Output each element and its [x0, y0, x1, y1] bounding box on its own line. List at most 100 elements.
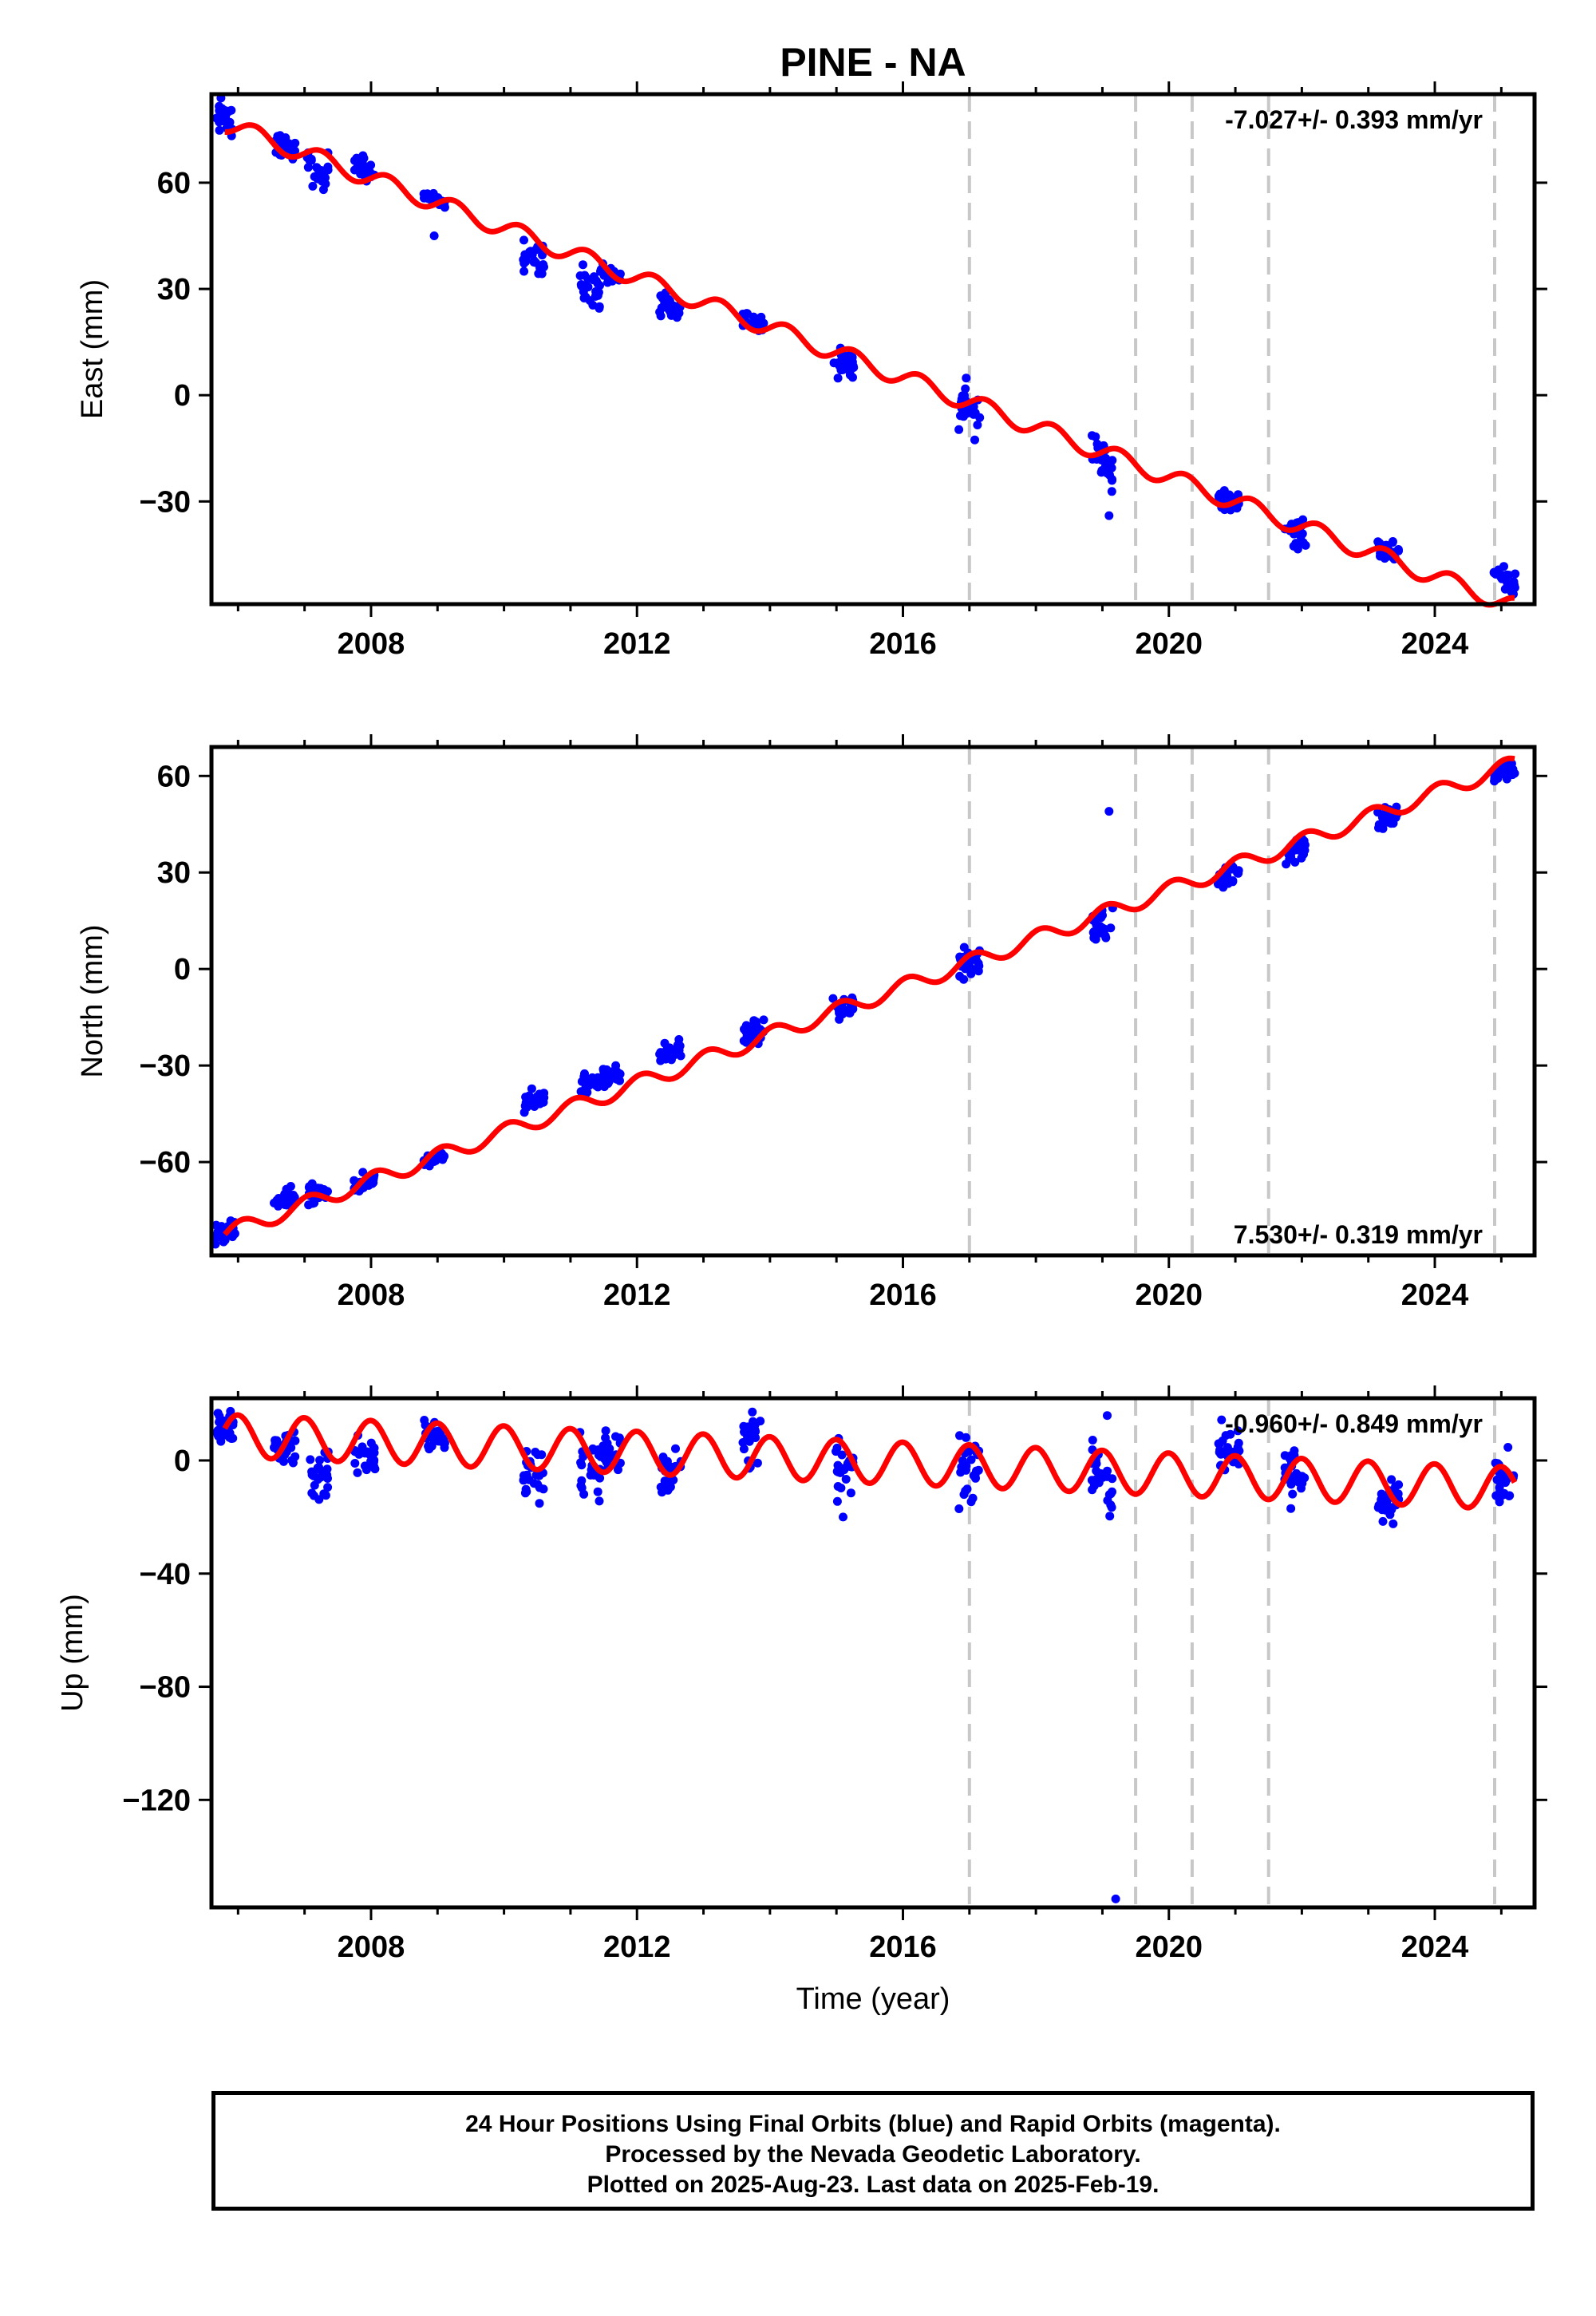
data-point — [537, 269, 547, 279]
data-point — [359, 153, 369, 163]
footer-line-3: Plotted on 2025-Aug-23. Last data on 202… — [587, 2172, 1159, 2198]
data-point — [847, 358, 857, 367]
y-tick-label: 60 — [157, 167, 191, 200]
data-point — [961, 384, 970, 393]
data-point — [662, 1456, 672, 1466]
panel-3: 2008 2012 2016 2020 2024 0 −40 −80 −120 Up (mm) -0… — [56, 1385, 1547, 1964]
data-point — [975, 413, 985, 422]
data-point — [215, 1411, 224, 1421]
data-point — [1378, 1516, 1388, 1526]
data-point — [1385, 1510, 1395, 1520]
data-point — [314, 1475, 323, 1484]
data-point — [1300, 1473, 1310, 1483]
data-point — [1088, 1436, 1097, 1445]
data-point — [308, 181, 318, 191]
data-point — [666, 1482, 675, 1492]
data-point — [1393, 545, 1403, 554]
data-point — [661, 1054, 670, 1064]
data-point — [1293, 544, 1302, 554]
data-point — [595, 1496, 604, 1506]
data-point — [837, 365, 847, 374]
data-point — [303, 163, 313, 172]
plot-frame — [209, 92, 1537, 607]
data-point — [350, 1459, 360, 1468]
data-point — [1388, 537, 1397, 546]
data-point — [614, 1465, 622, 1475]
rate-label: 7.530+/- 0.319 mm/yr — [1234, 1220, 1483, 1249]
x-tick-label: 2012 — [603, 1279, 671, 1312]
data-point — [288, 1458, 298, 1468]
data-point — [304, 1200, 314, 1210]
data-point — [1288, 1489, 1298, 1499]
data-point — [753, 1458, 762, 1468]
data-point — [962, 373, 971, 383]
data-point — [1108, 456, 1117, 465]
x-tick-label: 2020 — [1135, 627, 1203, 661]
data-point — [598, 1448, 607, 1457]
data-point — [539, 260, 548, 269]
data-point — [323, 165, 333, 175]
y-axis-label: East (mm) — [76, 279, 109, 419]
panel-1: 2008 2012 2016 2020 2024 60 30 0 −30 East (mm) -7.… — [76, 81, 1547, 661]
data-point — [366, 160, 376, 170]
data-point — [739, 1445, 749, 1454]
y-tick-label: 30 — [157, 273, 191, 306]
data-point — [1384, 817, 1393, 827]
data-point — [214, 1432, 223, 1441]
data-point — [423, 192, 433, 202]
outlier-point — [1104, 511, 1114, 520]
x-tick-label: 2016 — [869, 1931, 937, 1964]
data-point — [282, 1188, 291, 1197]
x-tick-label: 2024 — [1401, 1279, 1469, 1312]
data-point — [279, 1456, 288, 1466]
x-tick-label: 2016 — [869, 1279, 937, 1312]
data-point — [358, 1442, 367, 1452]
data-point — [1387, 1475, 1396, 1484]
data-point — [957, 1462, 966, 1472]
x-tick-label: 2024 — [1401, 627, 1469, 661]
data-point — [227, 1232, 237, 1242]
data-point — [576, 1481, 586, 1490]
plot-frame — [209, 1396, 1537, 1910]
data-point — [583, 1088, 592, 1097]
footer-line-2: Processed by the Nevada Geodetic Laborat… — [605, 2141, 1141, 2168]
data-point — [306, 1455, 315, 1464]
y-tick-label: −30 — [140, 1049, 191, 1083]
x-tick-label: 2024 — [1401, 1931, 1469, 1964]
data-point — [358, 160, 368, 170]
data-point — [1291, 1470, 1301, 1480]
x-tick-label: 2008 — [338, 1931, 405, 1964]
data-point — [535, 1499, 544, 1508]
x-tick-label: 2008 — [338, 1279, 405, 1312]
chart-title: PINE - NA — [780, 40, 966, 85]
data-point — [588, 300, 598, 310]
data-point — [588, 1444, 598, 1453]
data-point — [1301, 540, 1310, 550]
y-tick-label: −80 — [140, 1671, 191, 1705]
rate-label: -7.027+/- 0.393 mm/yr — [1225, 105, 1483, 134]
data-point — [1282, 860, 1291, 869]
data-point — [672, 1045, 681, 1055]
data-point — [1499, 562, 1508, 571]
outlier-point — [1111, 1894, 1120, 1903]
data-point — [436, 1429, 445, 1438]
data-point — [959, 974, 969, 984]
data-point — [1297, 1484, 1306, 1493]
data-point — [743, 1022, 753, 1031]
data-point — [353, 1468, 362, 1477]
y-tick-label: 0 — [174, 1445, 191, 1478]
data-point — [519, 267, 529, 276]
y-axis-label: Up (mm) — [56, 1594, 89, 1712]
data-point — [1215, 489, 1225, 499]
data-point — [1373, 1503, 1383, 1512]
data-point — [954, 425, 964, 434]
data-point — [591, 289, 601, 298]
x-tick-label: 2008 — [338, 627, 405, 661]
model-curve — [223, 755, 1516, 1237]
data-point — [580, 282, 590, 290]
data-point — [306, 156, 316, 165]
data-point — [1298, 529, 1307, 539]
data-point — [1495, 1487, 1505, 1496]
data-point — [535, 1089, 544, 1099]
data-point — [842, 1007, 851, 1017]
